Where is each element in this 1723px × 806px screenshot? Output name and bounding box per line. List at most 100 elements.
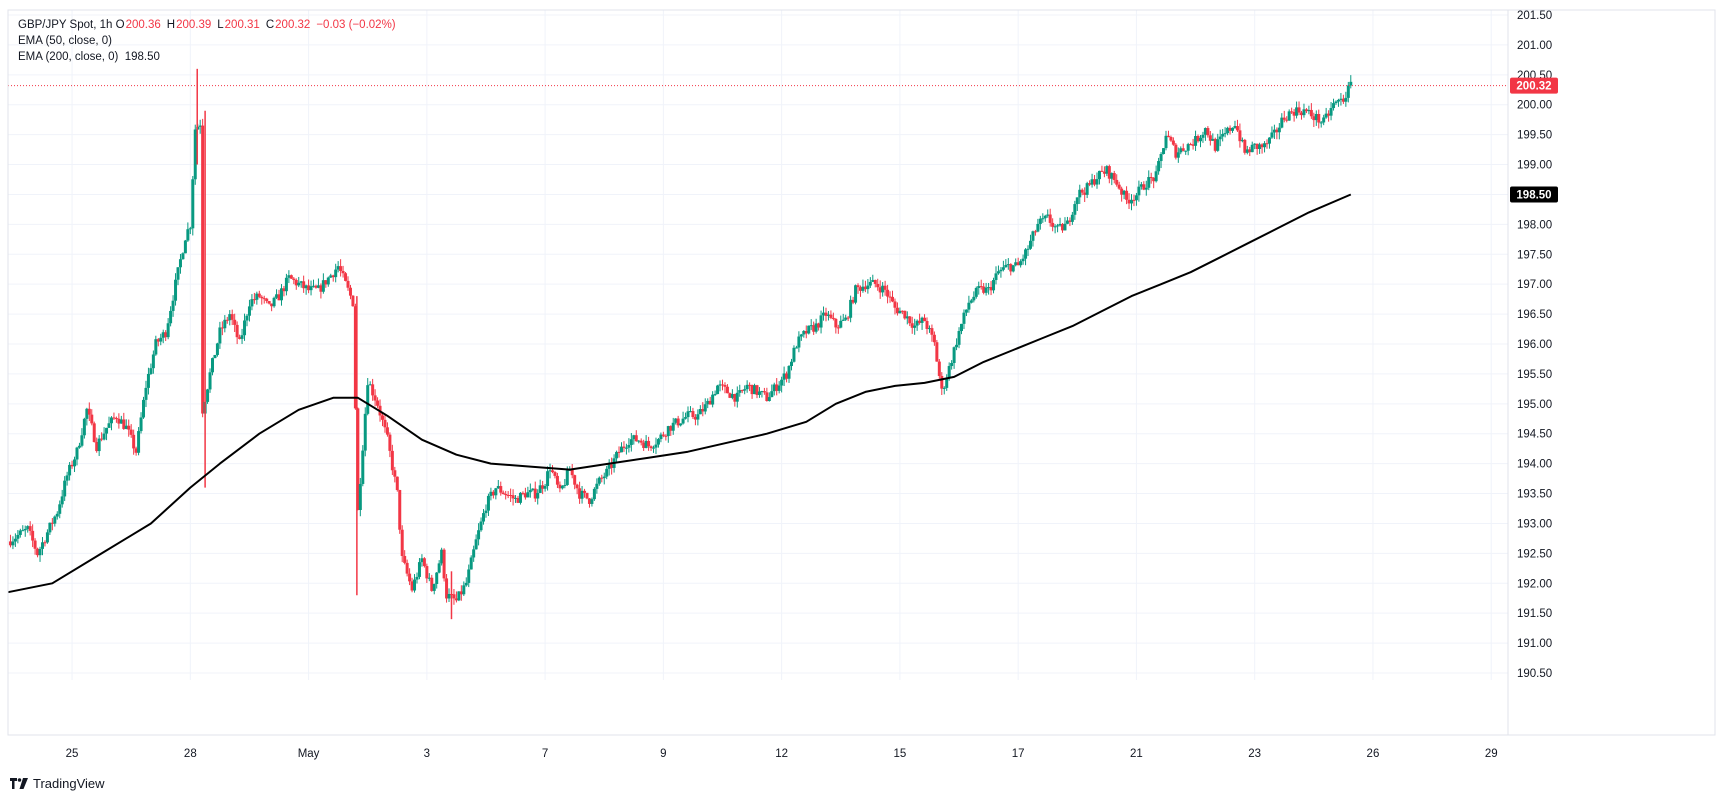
candle-body xyxy=(13,538,17,542)
candle-body xyxy=(73,459,77,467)
candle-body xyxy=(1122,190,1126,195)
candle-body xyxy=(1174,144,1178,158)
y-tick-label: 191.50 xyxy=(1517,608,1552,620)
candle-body xyxy=(385,427,389,435)
candle-body xyxy=(632,435,636,440)
candle-body xyxy=(516,497,520,503)
candle-body xyxy=(474,539,478,550)
candle-body xyxy=(1115,179,1119,185)
candle-body xyxy=(1166,135,1170,137)
candle-body xyxy=(1009,264,1013,272)
candle-body xyxy=(16,534,20,539)
candle-body xyxy=(319,285,323,292)
candle-body xyxy=(693,417,697,420)
y-tick-label: 197.00 xyxy=(1517,279,1552,291)
candle-body xyxy=(950,362,954,367)
x-tick-label: 28 xyxy=(184,748,197,760)
candle-body xyxy=(275,294,279,298)
candle-body xyxy=(425,566,429,579)
candle-body xyxy=(415,576,419,580)
candle-body xyxy=(1327,113,1331,116)
candle-body xyxy=(159,337,163,342)
legend-ema200-row[interactable]: EMA (200, close, 0) 198.50 xyxy=(18,49,396,65)
y-tick-label: 196.00 xyxy=(1517,339,1552,351)
tradingview-logo[interactable]: TradingView xyxy=(10,776,105,791)
candle-body xyxy=(708,400,712,405)
legend-ema50-label: EMA (50, close, 0) xyxy=(18,35,112,47)
candle-body xyxy=(992,280,996,291)
axes: 190.50 191.00 191.50 192.00 192.50 193.00 193.… xyxy=(7,9,1716,760)
candle-body xyxy=(1203,128,1207,135)
candle-body xyxy=(329,275,333,278)
candle-body xyxy=(405,562,409,574)
candle-body xyxy=(442,549,446,579)
candle-body xyxy=(432,583,436,591)
candle-body xyxy=(368,384,372,386)
legend-high-value: 200.39 xyxy=(176,19,212,31)
candle-body xyxy=(400,529,404,556)
ema-200-polyline[interactable] xyxy=(7,193,1352,594)
candle-body xyxy=(969,300,973,303)
candle-body xyxy=(674,418,678,423)
candle-body xyxy=(994,273,998,281)
candle-body xyxy=(479,521,483,531)
candle-body xyxy=(814,323,818,332)
candle-body xyxy=(1171,140,1175,145)
candle-body xyxy=(395,476,399,491)
candle-body xyxy=(615,451,619,459)
candle-body xyxy=(886,289,890,297)
legend-ema50-row[interactable]: EMA (50, close, 0) xyxy=(18,33,396,49)
candle-body xyxy=(491,491,495,496)
candle-body xyxy=(1028,240,1032,249)
candle-body xyxy=(876,283,880,288)
candle-body xyxy=(1240,139,1244,142)
candle-body xyxy=(964,309,968,313)
x-tick-label: May xyxy=(298,748,320,760)
ema200-price-badge[interactable]: 198.50 xyxy=(1510,186,1558,203)
candle-body xyxy=(353,306,357,409)
last-price-badge[interactable]: 200.32 xyxy=(1510,77,1558,94)
candle-body xyxy=(45,532,49,543)
candle-body xyxy=(735,392,739,402)
candle-body xyxy=(77,445,81,448)
candle-body xyxy=(186,229,190,241)
last-price-badge-bg xyxy=(1510,77,1558,94)
candle-body xyxy=(282,288,286,292)
candle-body xyxy=(891,296,895,302)
candle-body xyxy=(1346,85,1350,98)
candle-body xyxy=(454,598,458,601)
candle-body xyxy=(578,488,582,499)
candle-body xyxy=(1120,188,1124,195)
candle-body xyxy=(713,394,717,396)
candle-body xyxy=(149,368,153,374)
candle-body xyxy=(1137,186,1141,196)
candle-body xyxy=(543,486,547,489)
candle-body xyxy=(937,361,941,376)
candle-body xyxy=(1317,113,1321,123)
candle-body xyxy=(1194,136,1198,146)
candle-body xyxy=(1302,109,1306,116)
price-badges: 200.32 198.50 xyxy=(1510,77,1558,203)
candle-body xyxy=(1100,170,1104,172)
candle-body xyxy=(55,513,59,517)
candle-body xyxy=(102,433,106,440)
candle-body xyxy=(1083,192,1087,195)
candle-body xyxy=(794,347,798,349)
candle-body xyxy=(213,354,217,359)
candle-body xyxy=(1043,215,1047,219)
candle-body xyxy=(410,581,414,591)
y-tick-label: 199.50 xyxy=(1517,130,1552,142)
candle-body xyxy=(132,434,136,449)
candle-body xyxy=(1024,249,1028,259)
candle-body xyxy=(841,319,845,321)
candle-body xyxy=(723,385,727,387)
candle-body xyxy=(82,418,86,436)
candle-body xyxy=(250,299,254,307)
candle-body xyxy=(183,240,187,254)
candle-body xyxy=(417,562,421,577)
candle-body xyxy=(627,444,631,448)
candle-body xyxy=(1270,132,1274,138)
candle-body xyxy=(789,361,793,367)
